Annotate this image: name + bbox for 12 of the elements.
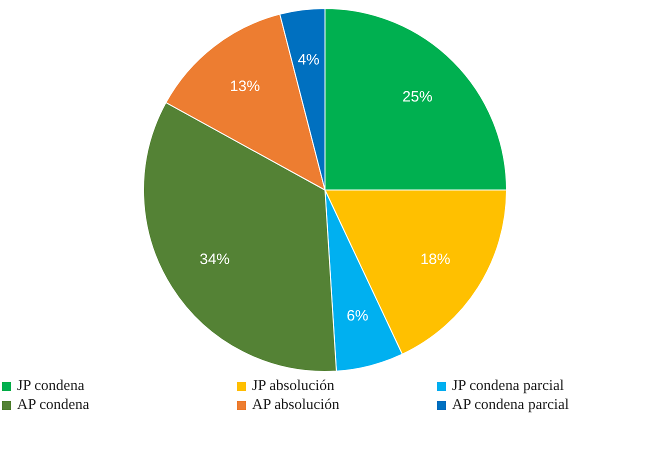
legend-label: JP absolución [252, 378, 334, 395]
data-label: 25% [402, 88, 432, 106]
legend-label: AP condena [17, 397, 90, 414]
legend-label: JP condena [17, 378, 84, 395]
data-label: 6% [346, 308, 368, 325]
data-label: 34% [200, 251, 230, 268]
legend-label: JP condena parcial [452, 378, 564, 395]
data-label: 4% [298, 51, 320, 68]
data-label: 18% [420, 251, 450, 268]
legend-label: AP condena parcial [452, 397, 569, 414]
legend-label: AP absolución [252, 397, 340, 414]
data-label: 13% [230, 78, 260, 95]
